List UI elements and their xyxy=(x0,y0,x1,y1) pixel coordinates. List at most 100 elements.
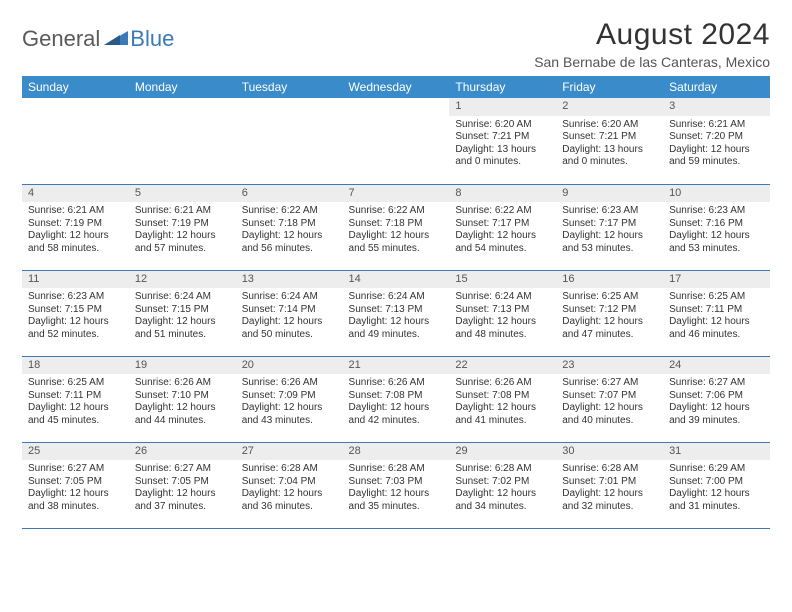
daylight-line: Daylight: 12 hours and 37 minutes. xyxy=(135,488,230,513)
sunset-line: Sunset: 7:05 PM xyxy=(135,476,230,489)
sunrise-line: Sunrise: 6:26 AM xyxy=(349,377,444,390)
day-number: 12 xyxy=(129,271,236,289)
calendar-cell: 29Sunrise: 6:28 AMSunset: 7:02 PMDayligh… xyxy=(449,442,556,528)
day-body: Sunrise: 6:22 AMSunset: 7:17 PMDaylight:… xyxy=(449,202,556,259)
day-body: Sunrise: 6:28 AMSunset: 7:03 PMDaylight:… xyxy=(343,460,450,517)
sunrise-line: Sunrise: 6:23 AM xyxy=(669,205,764,218)
sunrise-line: Sunrise: 6:23 AM xyxy=(28,291,123,304)
sunrise-line: Sunrise: 6:27 AM xyxy=(135,463,230,476)
day-body: Sunrise: 6:26 AMSunset: 7:09 PMDaylight:… xyxy=(236,374,343,431)
day-number: 31 xyxy=(663,443,770,461)
day-number: 29 xyxy=(449,443,556,461)
day-body: Sunrise: 6:21 AMSunset: 7:19 PMDaylight:… xyxy=(129,202,236,259)
sunset-line: Sunset: 7:14 PM xyxy=(242,304,337,317)
location: San Bernabe de las Canteras, Mexico xyxy=(534,54,770,70)
calendar-cell xyxy=(22,98,129,184)
day-number: 13 xyxy=(236,271,343,289)
sunrise-line: Sunrise: 6:22 AM xyxy=(455,205,550,218)
sunrise-line: Sunrise: 6:21 AM xyxy=(28,205,123,218)
day-number: 21 xyxy=(343,357,450,375)
calendar-row: 18Sunrise: 6:25 AMSunset: 7:11 PMDayligh… xyxy=(22,356,770,442)
daylight-line: Daylight: 12 hours and 51 minutes. xyxy=(135,316,230,341)
day-body: Sunrise: 6:28 AMSunset: 7:01 PMDaylight:… xyxy=(556,460,663,517)
sunrise-line: Sunrise: 6:22 AM xyxy=(242,205,337,218)
calendar-row: 4Sunrise: 6:21 AMSunset: 7:19 PMDaylight… xyxy=(22,184,770,270)
daylight-line: Daylight: 13 hours and 0 minutes. xyxy=(455,144,550,169)
day-body: Sunrise: 6:23 AMSunset: 7:16 PMDaylight:… xyxy=(663,202,770,259)
sunrise-line: Sunrise: 6:20 AM xyxy=(562,119,657,132)
sunrise-line: Sunrise: 6:20 AM xyxy=(455,119,550,132)
sunrise-line: Sunrise: 6:27 AM xyxy=(28,463,123,476)
daylight-line: Daylight: 12 hours and 45 minutes. xyxy=(28,402,123,427)
calendar-cell: 24Sunrise: 6:27 AMSunset: 7:06 PMDayligh… xyxy=(663,356,770,442)
sunrise-line: Sunrise: 6:24 AM xyxy=(349,291,444,304)
calendar-body: 1Sunrise: 6:20 AMSunset: 7:21 PMDaylight… xyxy=(22,98,770,528)
day-number: 27 xyxy=(236,443,343,461)
calendar-cell: 15Sunrise: 6:24 AMSunset: 7:13 PMDayligh… xyxy=(449,270,556,356)
sunset-line: Sunset: 7:05 PM xyxy=(28,476,123,489)
day-body: Sunrise: 6:21 AMSunset: 7:20 PMDaylight:… xyxy=(663,116,770,173)
calendar-cell xyxy=(236,98,343,184)
daylight-line: Daylight: 12 hours and 35 minutes. xyxy=(349,488,444,513)
day-body: Sunrise: 6:22 AMSunset: 7:18 PMDaylight:… xyxy=(236,202,343,259)
calendar-row: 25Sunrise: 6:27 AMSunset: 7:05 PMDayligh… xyxy=(22,442,770,528)
daylight-line: Daylight: 13 hours and 0 minutes. xyxy=(562,144,657,169)
calendar-cell: 28Sunrise: 6:28 AMSunset: 7:03 PMDayligh… xyxy=(343,442,450,528)
day-body: Sunrise: 6:25 AMSunset: 7:11 PMDaylight:… xyxy=(22,374,129,431)
calendar-cell: 17Sunrise: 6:25 AMSunset: 7:11 PMDayligh… xyxy=(663,270,770,356)
sunrise-line: Sunrise: 6:25 AM xyxy=(28,377,123,390)
calendar-cell: 14Sunrise: 6:24 AMSunset: 7:13 PMDayligh… xyxy=(343,270,450,356)
day-body: Sunrise: 6:23 AMSunset: 7:17 PMDaylight:… xyxy=(556,202,663,259)
sunrise-line: Sunrise: 6:26 AM xyxy=(455,377,550,390)
sunset-line: Sunset: 7:16 PM xyxy=(669,218,764,231)
day-number: 30 xyxy=(556,443,663,461)
sunrise-line: Sunrise: 6:25 AM xyxy=(669,291,764,304)
daylight-line: Daylight: 12 hours and 54 minutes. xyxy=(455,230,550,255)
day-body: Sunrise: 6:25 AMSunset: 7:12 PMDaylight:… xyxy=(556,288,663,345)
day-number: 11 xyxy=(22,271,129,289)
day-body: Sunrise: 6:27 AMSunset: 7:06 PMDaylight:… xyxy=(663,374,770,431)
day-number: 17 xyxy=(663,271,770,289)
weekday-header: Sunday xyxy=(22,76,129,98)
header: General Blue August 2024 San Bernabe de … xyxy=(22,18,770,70)
weekday-header: Thursday xyxy=(449,76,556,98)
sunrise-line: Sunrise: 6:27 AM xyxy=(669,377,764,390)
sunrise-line: Sunrise: 6:28 AM xyxy=(349,463,444,476)
day-number: 24 xyxy=(663,357,770,375)
calendar-cell: 30Sunrise: 6:28 AMSunset: 7:01 PMDayligh… xyxy=(556,442,663,528)
sunrise-line: Sunrise: 6:29 AM xyxy=(669,463,764,476)
day-number: 4 xyxy=(22,185,129,203)
calendar-cell: 20Sunrise: 6:26 AMSunset: 7:09 PMDayligh… xyxy=(236,356,343,442)
weekday-header: Tuesday xyxy=(236,76,343,98)
daylight-line: Daylight: 12 hours and 43 minutes. xyxy=(242,402,337,427)
day-number: 10 xyxy=(663,185,770,203)
calendar-cell: 5Sunrise: 6:21 AMSunset: 7:19 PMDaylight… xyxy=(129,184,236,270)
calendar-cell: 2Sunrise: 6:20 AMSunset: 7:21 PMDaylight… xyxy=(556,98,663,184)
calendar-head: SundayMondayTuesdayWednesdayThursdayFrid… xyxy=(22,76,770,98)
sunset-line: Sunset: 7:17 PM xyxy=(455,218,550,231)
daylight-line: Daylight: 12 hours and 39 minutes. xyxy=(669,402,764,427)
day-number: 20 xyxy=(236,357,343,375)
sunrise-line: Sunrise: 6:22 AM xyxy=(349,205,444,218)
sunrise-line: Sunrise: 6:25 AM xyxy=(562,291,657,304)
title-block: August 2024 San Bernabe de las Canteras,… xyxy=(534,18,770,70)
sunrise-line: Sunrise: 6:24 AM xyxy=(135,291,230,304)
daylight-line: Daylight: 12 hours and 38 minutes. xyxy=(28,488,123,513)
day-body: Sunrise: 6:23 AMSunset: 7:15 PMDaylight:… xyxy=(22,288,129,345)
day-body: Sunrise: 6:24 AMSunset: 7:15 PMDaylight:… xyxy=(129,288,236,345)
day-number: 2 xyxy=(556,98,663,116)
sunrise-line: Sunrise: 6:21 AM xyxy=(669,119,764,132)
day-body: Sunrise: 6:26 AMSunset: 7:08 PMDaylight:… xyxy=(449,374,556,431)
calendar-cell: 8Sunrise: 6:22 AMSunset: 7:17 PMDaylight… xyxy=(449,184,556,270)
daylight-line: Daylight: 12 hours and 34 minutes. xyxy=(455,488,550,513)
sunrise-line: Sunrise: 6:26 AM xyxy=(242,377,337,390)
sunrise-line: Sunrise: 6:28 AM xyxy=(455,463,550,476)
day-body: Sunrise: 6:26 AMSunset: 7:08 PMDaylight:… xyxy=(343,374,450,431)
sunrise-line: Sunrise: 6:24 AM xyxy=(455,291,550,304)
day-number: 7 xyxy=(343,185,450,203)
sunset-line: Sunset: 7:11 PM xyxy=(669,304,764,317)
logo-text-blue: Blue xyxy=(130,26,174,52)
logo-text-general: General xyxy=(22,26,100,52)
sunrise-line: Sunrise: 6:23 AM xyxy=(562,205,657,218)
sunset-line: Sunset: 7:20 PM xyxy=(669,131,764,144)
